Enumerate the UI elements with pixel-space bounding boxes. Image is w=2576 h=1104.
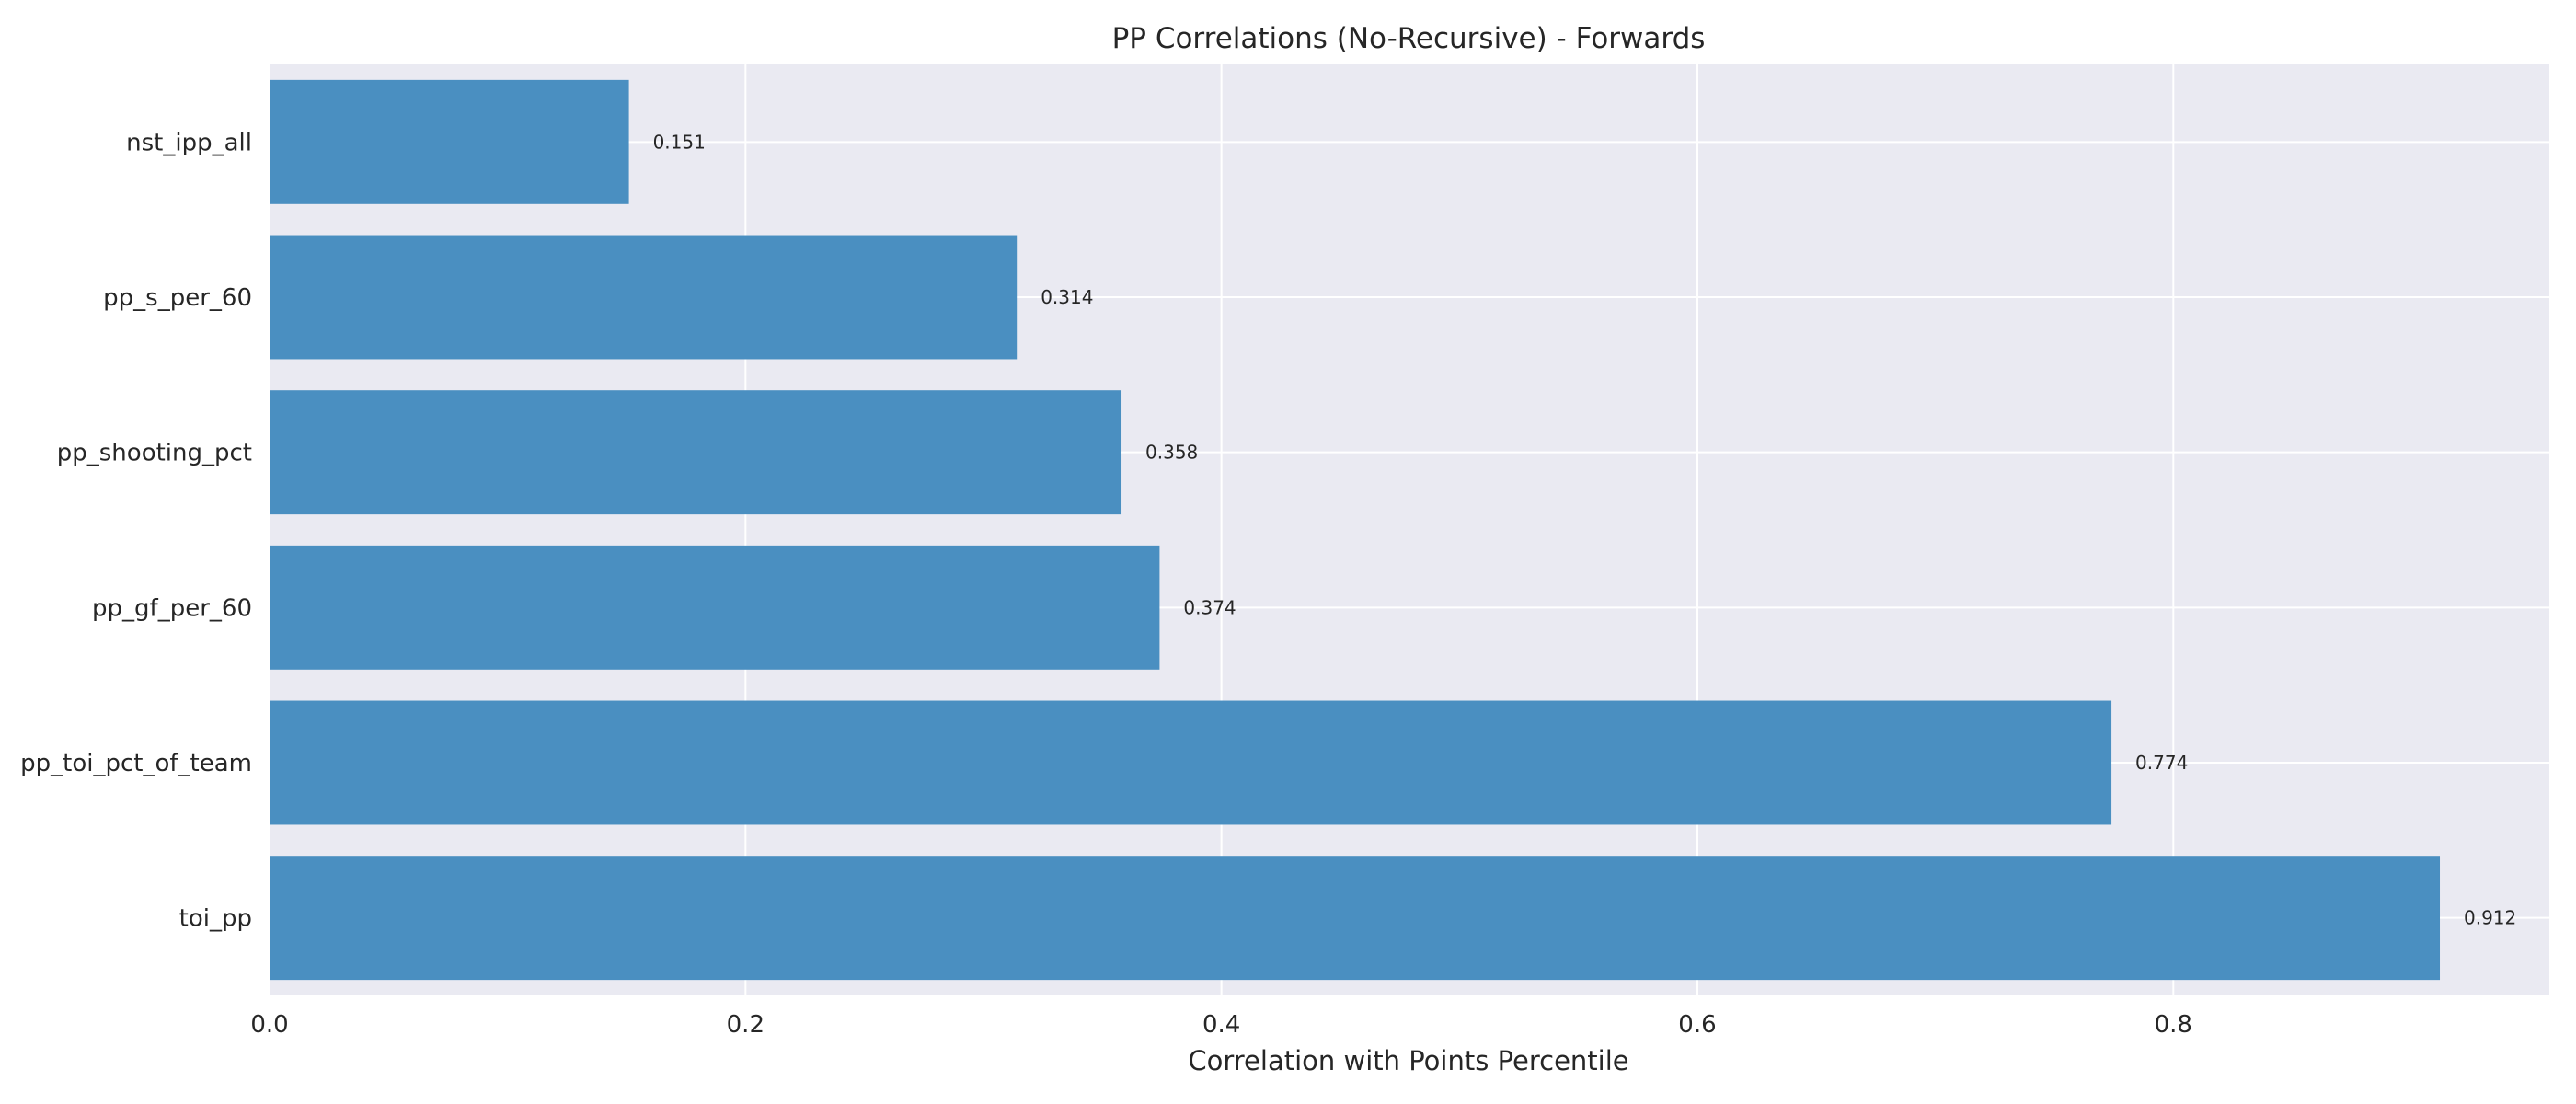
x-tick-label: 0.6 bbox=[1678, 1011, 1716, 1039]
bar-toi_pp bbox=[270, 856, 2441, 981]
bar-pp_s_per_60 bbox=[270, 235, 1018, 360]
bar-nst_ipp_all bbox=[270, 79, 629, 204]
data-label: 0.314 bbox=[1041, 286, 1093, 308]
x-tick-labels: 0.0 0.2 0.4 0.6 0.8 bbox=[250, 1011, 2192, 1039]
x-tick-label: 0.8 bbox=[2155, 1011, 2192, 1039]
bar-pp_shooting_pct bbox=[270, 390, 1122, 515]
data-labels: 0.151 0.314 0.358 0.374 0.774 0.912 bbox=[653, 131, 2517, 928]
data-label: 0.912 bbox=[2464, 907, 2516, 929]
bars bbox=[270, 79, 2441, 981]
bar-pp_gf_per_60 bbox=[270, 545, 1160, 670]
y-tick-labels: nst_ipp_all pp_s_per_60 pp_shooting_pct pp_… bbox=[20, 129, 252, 932]
plot-area bbox=[270, 64, 2549, 995]
y-tick-label: nst_ipp_all bbox=[126, 129, 252, 156]
data-label: 0.374 bbox=[1183, 596, 1236, 618]
y-tick-label: pp_shooting_pct bbox=[57, 440, 252, 467]
x-axis-label: Correlation with Points Percentile bbox=[1188, 1045, 1628, 1076]
bar-pp_toi_pct_of_team bbox=[270, 700, 2112, 825]
y-tick-label: pp_s_per_60 bbox=[103, 284, 252, 312]
chart-title: PP Correlations (No-Recursive) - Forward… bbox=[1112, 22, 1706, 55]
y-tick-label: pp_toi_pct_of_team bbox=[20, 750, 252, 777]
data-label: 0.151 bbox=[653, 131, 706, 153]
data-label: 0.774 bbox=[2135, 752, 2188, 774]
data-label: 0.358 bbox=[1145, 442, 1198, 464]
y-tick-label: toi_pp bbox=[179, 905, 252, 933]
y-tick-label: pp_gf_per_60 bbox=[92, 594, 252, 622]
x-tick-label: 0.0 bbox=[250, 1011, 288, 1039]
x-tick-label: 0.4 bbox=[1202, 1011, 1240, 1039]
x-tick-label: 0.2 bbox=[727, 1011, 765, 1039]
